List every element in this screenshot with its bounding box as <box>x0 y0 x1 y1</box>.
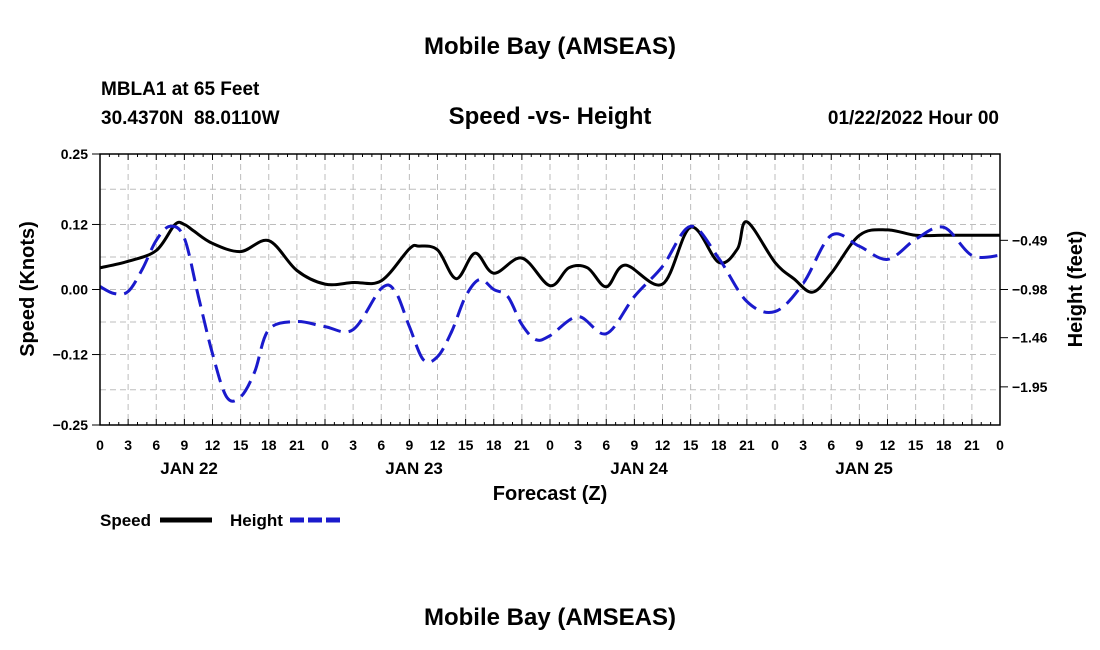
x-tick-label: 15 <box>458 437 474 453</box>
grid-lines <box>100 153 1000 426</box>
y2-tick-label: −0.98 <box>1012 282 1048 298</box>
y-tick-label: −0.25 <box>53 417 89 433</box>
datetime-label: 01/22/2022 Hour 00 <box>828 108 999 129</box>
legend-speed-label: Speed <box>100 511 151 530</box>
x-axis-title: Forecast (Z) <box>493 483 607 505</box>
y2-tick-label: −1.46 <box>1012 330 1048 346</box>
x-tick-label: 6 <box>827 437 835 453</box>
y2-axis-title: Height (feet) <box>1065 231 1087 348</box>
y-axis-title: Speed (Knots) <box>17 221 39 357</box>
x-tick-label: 9 <box>630 437 638 453</box>
x-tick-label: 21 <box>964 437 980 453</box>
x-tick-label: 6 <box>602 437 610 453</box>
height-series-line <box>99 224 1001 403</box>
x-tick-label: 12 <box>430 437 446 453</box>
x-tick-label: 0 <box>321 437 329 453</box>
y2-tick-label: −0.49 <box>1012 232 1048 248</box>
plot-frame <box>99 153 1001 426</box>
x-tick-label: 9 <box>180 437 188 453</box>
x-tick-label: 9 <box>405 437 413 453</box>
x-tick-label: 0 <box>96 437 104 453</box>
x-tick-label: 21 <box>514 437 530 453</box>
y-tick-label: 0.25 <box>61 146 88 162</box>
y-tick-label: 0.12 <box>61 216 88 232</box>
x-tick-label: 21 <box>739 437 755 453</box>
legend: Speed Height <box>100 511 342 530</box>
x-tick-label: 15 <box>683 437 699 453</box>
tick-labels: 0 3 6 9 12 15 18 21 0 3 6 9 12 15 18 21 0 3 6 9 12 15 18 21 0 3 6 9… <box>53 146 1048 478</box>
x-tick-label: 3 <box>349 437 357 453</box>
day-label: JAN 25 <box>835 459 893 478</box>
x-tick-label: 3 <box>574 437 582 453</box>
x-tick-label: 6 <box>377 437 385 453</box>
legend-height-label: Height <box>230 511 283 530</box>
footer-title: Mobile Bay (AMSEAS) <box>424 604 676 631</box>
x-tick-label: 15 <box>233 437 249 453</box>
chart-title: Speed -vs- Height <box>449 103 652 130</box>
day-label: JAN 22 <box>160 459 218 478</box>
x-tick-label: 3 <box>124 437 132 453</box>
x-tick-label: 15 <box>908 437 924 453</box>
x-tick-label: 12 <box>880 437 896 453</box>
y2-tick-label: −1.95 <box>1012 379 1048 395</box>
day-label: JAN 24 <box>610 459 668 478</box>
day-label: JAN 23 <box>385 459 443 478</box>
x-tick-label: 18 <box>486 437 502 453</box>
x-tick-label: 21 <box>289 437 305 453</box>
y-tick-label: −0.12 <box>53 347 89 363</box>
x-tick-label: 12 <box>655 437 671 453</box>
x-tick-label: 6 <box>152 437 160 453</box>
x-tick-label: 0 <box>771 437 779 453</box>
x-tick-label: 3 <box>799 437 807 453</box>
coordinates-label: 30.4370N 88.0110W <box>101 108 280 129</box>
series-lines <box>99 220 1001 403</box>
speed-series-line <box>99 220 1000 294</box>
x-tick-label: 18 <box>711 437 727 453</box>
x-tick-label: 18 <box>936 437 952 453</box>
x-tick-label: 0 <box>996 437 1004 453</box>
main-title: Mobile Bay (AMSEAS) <box>424 33 676 60</box>
x-tick-label: 18 <box>261 437 277 453</box>
x-tick-label: 9 <box>855 437 863 453</box>
y-tick-label: 0.00 <box>61 282 88 298</box>
x-tick-label: 12 <box>205 437 221 453</box>
station-label: MBLA1 at 65 Feet <box>101 79 260 100</box>
x-tick-label: 0 <box>546 437 554 453</box>
